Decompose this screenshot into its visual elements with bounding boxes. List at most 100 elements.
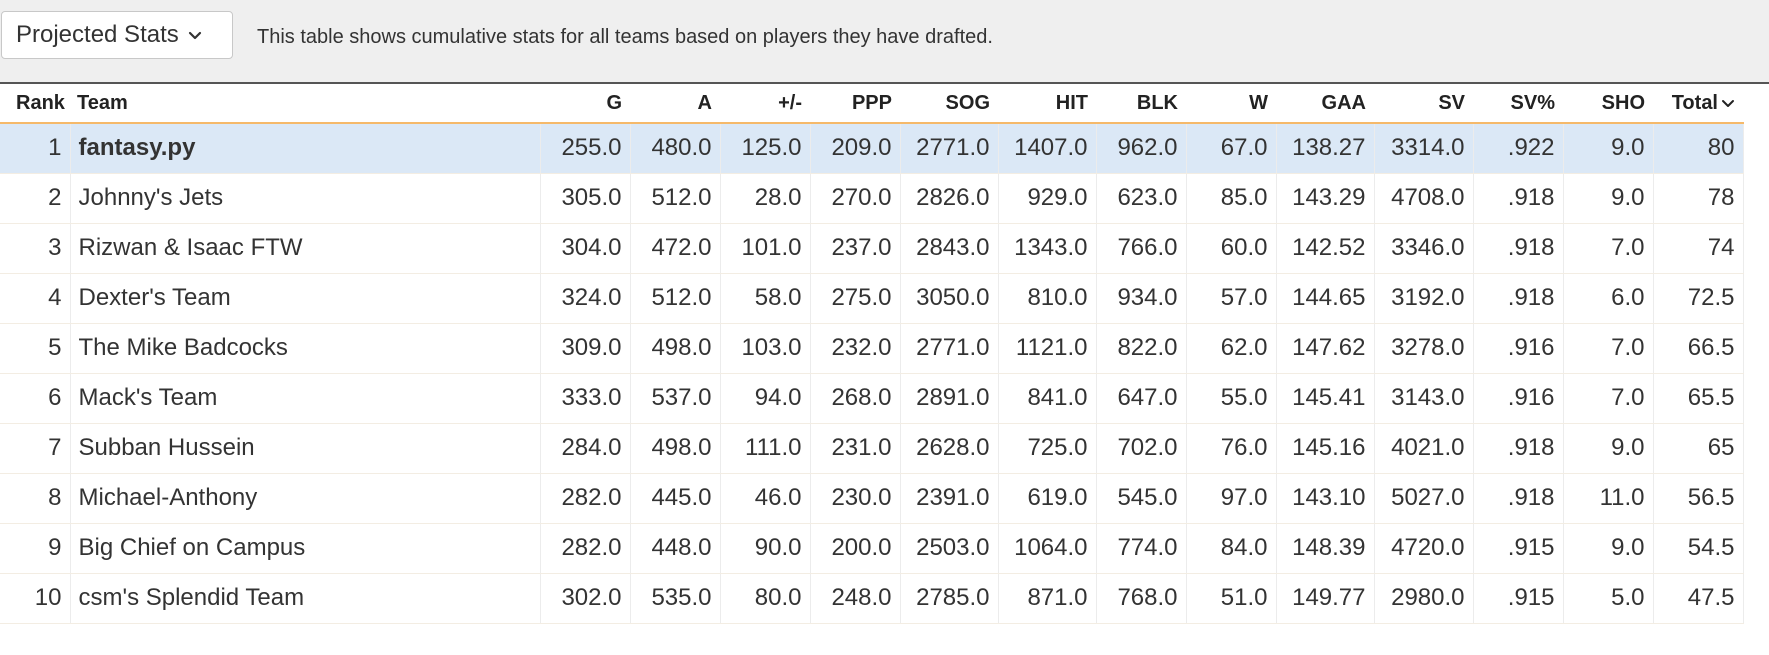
table-row[interactable]: 9 Big Chief on Campus 282.0 448.0 90.0 200.0 2… [0, 523, 1744, 574]
stat-cell-sv: 4720.0 [1374, 523, 1474, 574]
column-header-label: Team [77, 91, 128, 114]
stat-cell-sho: 7.0 [1563, 373, 1654, 424]
stat-cell-sv: 2980.0 [1374, 573, 1474, 624]
table-row[interactable]: 5 The Mike Badcocks 309.0 498.0 103.0 232.0 27… [0, 323, 1744, 374]
stat-cell-g: 302.0 [540, 573, 631, 624]
column-header-[interactable]: +/- [720, 84, 810, 124]
stat-cell-w: 51.0 [1186, 573, 1277, 624]
stat-cell-w: 84.0 [1186, 523, 1277, 574]
column-header-rank[interactable]: Rank [0, 84, 70, 124]
table-row[interactable]: 2 Johnny's Jets 305.0 512.0 28.0 270.0 2826.0 9… [0, 173, 1744, 224]
stat-cell-hit: 725.0 [998, 423, 1097, 474]
column-header-total[interactable]: Total [1653, 84, 1743, 124]
stat-cell-a: 498.0 [630, 423, 721, 474]
column-header-blk[interactable]: BLK [1096, 84, 1186, 124]
stat-cell-hit: 871.0 [998, 573, 1097, 624]
column-header-w[interactable]: W [1186, 84, 1276, 124]
rank-cell: 1 [0, 123, 71, 174]
stat-cell-g: 324.0 [540, 273, 631, 324]
stat-cell-hit: 1343.0 [998, 223, 1097, 274]
stat-cell-sog: 2891.0 [900, 373, 999, 424]
column-header-label: W [1249, 91, 1268, 114]
stat-cell-sv: .915 [1473, 523, 1564, 574]
stat-cell-a: 448.0 [630, 523, 721, 574]
column-header-hit[interactable]: HIT [998, 84, 1096, 124]
stat-cell-total: 54.5 [1653, 523, 1744, 574]
column-header-label: A [697, 91, 712, 114]
column-header-sv[interactable]: SV [1374, 84, 1473, 124]
stat-cell-sv: 5027.0 [1374, 473, 1474, 524]
column-header-a[interactable]: A [630, 84, 720, 124]
stat-cell-value: 90.0 [720, 523, 811, 574]
stat-cell-sv: 3278.0 [1374, 323, 1474, 374]
stat-cell-total: 65 [1653, 423, 1744, 474]
team-name-cell: Subban Hussein [70, 423, 541, 474]
stat-cell-gaa: 144.65 [1276, 273, 1375, 324]
rank-cell: 5 [0, 323, 71, 374]
stat-cell-gaa: 143.10 [1276, 473, 1375, 524]
stat-cell-sog: 2628.0 [900, 423, 999, 474]
column-header-label: G [606, 91, 622, 114]
stat-cell-a: 480.0 [630, 123, 721, 174]
stat-cell-total: 65.5 [1653, 373, 1744, 424]
column-header-g[interactable]: G [540, 84, 630, 124]
top-toolbar: Projected Stats This table shows cumulat… [0, 0, 1769, 84]
stat-cell-w: 97.0 [1186, 473, 1277, 524]
team-name-cell: Johnny's Jets [70, 173, 541, 224]
stats-type-dropdown[interactable]: Projected Stats [1, 11, 233, 59]
stat-cell-sv: 3314.0 [1374, 123, 1474, 174]
table-row[interactable]: 8 Michael-Anthony 282.0 445.0 46.0 230.0 2391.… [0, 473, 1744, 524]
stat-cell-value: 101.0 [720, 223, 811, 274]
stat-cell-sv: .915 [1473, 573, 1564, 624]
stat-cell-gaa: 145.41 [1276, 373, 1375, 424]
stat-cell-sv: .916 [1473, 373, 1564, 424]
stat-cell-value: 103.0 [720, 323, 811, 374]
column-header-ppp[interactable]: PPP [810, 84, 900, 124]
stat-cell-total: 74 [1653, 223, 1744, 274]
stat-cell-sv: .918 [1473, 273, 1564, 324]
stat-cell-a: 537.0 [630, 373, 721, 424]
stat-cell-gaa: 145.16 [1276, 423, 1375, 474]
column-header-label: Rank [16, 91, 65, 114]
table-row[interactable]: 3 Rizwan & Isaac FTW 304.0 472.0 101.0 237.0 2… [0, 223, 1744, 274]
table-row[interactable]: 6 Mack's Team 333.0 537.0 94.0 268.0 2891.0 841… [0, 373, 1744, 424]
stat-cell-blk: 962.0 [1096, 123, 1187, 174]
stat-cell-hit: 619.0 [998, 473, 1097, 524]
column-header-label: SOG [945, 91, 990, 114]
stat-cell-a: 512.0 [630, 273, 721, 324]
stat-cell-value: 125.0 [720, 123, 811, 174]
stat-cell-ppp: 248.0 [810, 573, 901, 624]
stat-cell-ppp: 270.0 [810, 173, 901, 224]
column-header-label: HIT [1055, 91, 1088, 114]
stat-cell-sv: .918 [1473, 223, 1564, 274]
stat-cell-sho: 9.0 [1563, 423, 1654, 474]
team-name-cell: Dexter's Team [70, 273, 541, 324]
column-header-sog[interactable]: SOG [900, 84, 998, 124]
table-row[interactable]: 10 csm's Splendid Team 302.0 535.0 80.0 248.0… [0, 573, 1744, 624]
rank-cell: 10 [0, 573, 71, 624]
team-stats-table: Rank Team G A +/- PPP SOG HIT BLK W GAA SV SV% SHO Tot… [0, 84, 1744, 624]
stat-cell-blk: 822.0 [1096, 323, 1187, 374]
table-row[interactable]: 4 Dexter's Team 324.0 512.0 58.0 275.0 3050.0 8… [0, 273, 1744, 324]
stat-cell-sv: .922 [1473, 123, 1564, 174]
stat-cell-sog: 2503.0 [900, 523, 999, 574]
column-header-sv[interactable]: SV% [1473, 84, 1563, 124]
stat-cell-total: 66.5 [1653, 323, 1744, 374]
column-header-gaa[interactable]: GAA [1276, 84, 1374, 124]
stat-cell-w: 67.0 [1186, 123, 1277, 174]
stat-cell-sv: 3192.0 [1374, 273, 1474, 324]
stat-cell-ppp: 200.0 [810, 523, 901, 574]
stat-cell-blk: 766.0 [1096, 223, 1187, 274]
column-header-label: +/- [778, 91, 802, 114]
rank-cell: 2 [0, 173, 71, 224]
table-row[interactable]: 7 Subban Hussein 284.0 498.0 111.0 231.0 2628.… [0, 423, 1744, 474]
column-header-label: Total [1671, 91, 1718, 114]
stat-cell-ppp: 232.0 [810, 323, 901, 374]
column-header-team[interactable]: Team [70, 84, 540, 124]
rank-cell: 9 [0, 523, 71, 574]
stat-cell-sv: .918 [1473, 173, 1564, 224]
stat-cell-sho: 7.0 [1563, 223, 1654, 274]
table-row[interactable]: 1 fantasy.py 255.0 480.0 125.0 209.0 2771.0 140… [0, 123, 1744, 174]
column-header-sho[interactable]: SHO [1563, 84, 1653, 124]
stat-cell-a: 512.0 [630, 173, 721, 224]
